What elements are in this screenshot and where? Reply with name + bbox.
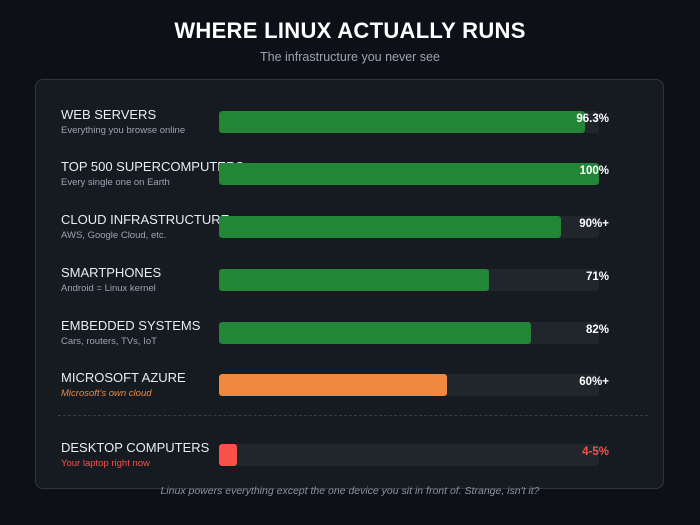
bar-fill <box>219 269 489 291</box>
bar-fill <box>219 374 447 396</box>
bar-sublabel: Android = Linux kernel <box>61 283 156 294</box>
bar-track <box>219 216 599 238</box>
bar-fill <box>219 111 585 133</box>
bar-track <box>219 269 599 291</box>
bar-value-label: 82% <box>585 324 609 336</box>
bar-value-label: 60%+ <box>579 376 609 388</box>
bar-fill <box>219 216 561 238</box>
bar-value-label: 4-5% <box>582 446 609 458</box>
bar-fill <box>219 322 531 344</box>
bar-sublabel: Your laptop right now <box>61 458 150 469</box>
bar-track <box>219 322 599 344</box>
page-subtitle: The infrastructure you never see <box>260 50 440 64</box>
bar-label: SMARTPHONES <box>61 265 162 280</box>
section-divider <box>58 415 648 416</box>
footer-note: Linux powers everything except the one d… <box>160 485 540 497</box>
bar-fill <box>219 444 237 466</box>
bar-sublabel: Microsoft's own cloud <box>61 388 152 399</box>
bar-sublabel: Cars, routers, TVs, IoT <box>61 336 157 347</box>
bar-row-azure: MICROSOFT AZURE Microsoft's own cloud 60… <box>36 370 663 410</box>
bar-row-smartphones: SMARTPHONES Android = Linux kernel 71% <box>36 265 663 305</box>
bar-sublabel: Everything you browse online <box>61 125 186 136</box>
bar-sublabel: AWS, Google Cloud, etc. <box>61 230 167 241</box>
bar-row-web-servers: WEB SERVERS Everything you browse online… <box>36 107 663 147</box>
bar-value-label: 90%+ <box>579 218 609 230</box>
bar-value-label: 96.3% <box>576 113 609 125</box>
bar-label: WEB SERVERS <box>61 107 157 122</box>
bar-row-desktop: DESKTOP COMPUTERS Your laptop right now … <box>36 440 663 480</box>
bar-track <box>219 374 599 396</box>
bar-label: MICROSOFT AZURE <box>61 370 186 385</box>
page-title: WHERE LINUX ACTUALLY RUNS <box>174 18 526 43</box>
bar-value-label: 71% <box>585 271 609 283</box>
bar-row-supercomputers: TOP 500 SUPERCOMPUTERS Every single one … <box>36 159 663 199</box>
bar-track <box>219 163 599 185</box>
bar-label: TOP 500 SUPERCOMPUTERS <box>61 159 245 174</box>
bar-fill <box>219 163 599 185</box>
bar-label: EMBEDDED SYSTEMS <box>61 318 201 333</box>
bar-track <box>219 111 599 133</box>
bar-row-embedded: EMBEDDED SYSTEMS Cars, routers, TVs, IoT… <box>36 318 663 358</box>
bar-sublabel: Every single one on Earth <box>61 177 170 188</box>
bar-track <box>219 444 599 466</box>
bar-label: CLOUD INFRASTRUCTURE <box>61 212 230 227</box>
bar-row-cloud: CLOUD INFRASTRUCTURE AWS, Google Cloud, … <box>36 212 663 252</box>
bar-label: DESKTOP COMPUTERS <box>61 440 210 455</box>
chart-card: WEB SERVERS Everything you browse online… <box>35 79 664 489</box>
bar-value-label: 100% <box>579 165 609 177</box>
